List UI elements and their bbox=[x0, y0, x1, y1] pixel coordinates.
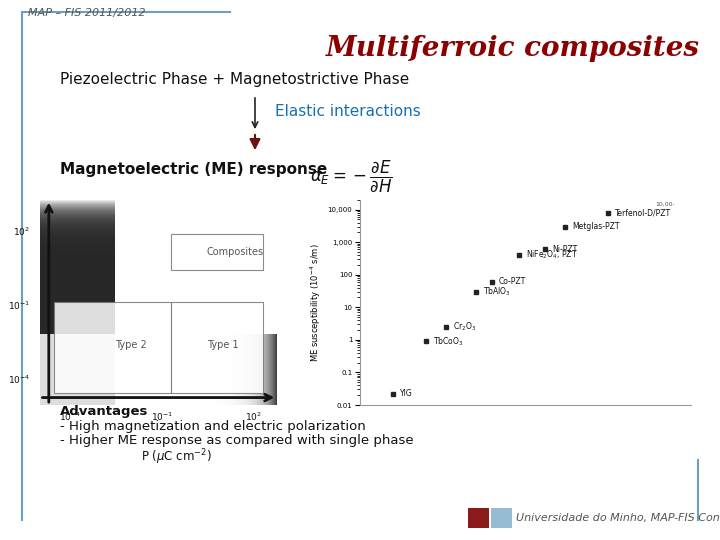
Text: Type 2: Type 2 bbox=[115, 340, 147, 350]
Text: M (emu cm$^{-3}$): M (emu cm$^{-3}$) bbox=[0, 241, 2, 321]
Text: Piezoelectric Phase + Magnetostrictive Phase: Piezoelectric Phase + Magnetostrictive P… bbox=[60, 72, 409, 87]
Text: - High magnetization and electric polarization: - High magnetization and electric polari… bbox=[60, 420, 366, 433]
Text: Composites: Composites bbox=[207, 247, 264, 256]
Text: $\alpha_E = -\dfrac{\partial E}{\partial H}$: $\alpha_E = -\dfrac{\partial E}{\partial… bbox=[310, 159, 392, 194]
Y-axis label: ME susceptibility (10$^{-4}$ s/m): ME susceptibility (10$^{-4}$ s/m) bbox=[309, 243, 323, 362]
Text: TbAlO$_3$: TbAlO$_3$ bbox=[482, 286, 510, 298]
Text: Magnetoelectric (ME) response: Magnetoelectric (ME) response bbox=[60, 162, 328, 177]
Text: NiFe$_2$O$_4$, PZT: NiFe$_2$O$_4$, PZT bbox=[526, 249, 577, 261]
Text: Terfenol-D/PZT: Terfenol-D/PZT bbox=[615, 208, 671, 217]
Text: $10^{2}$: $10^{2}$ bbox=[245, 410, 262, 423]
Text: Universidade do Minho, MAP-FIS Conf.: Universidade do Minho, MAP-FIS Conf. bbox=[516, 513, 720, 523]
Bar bbox=[171, 302, 263, 393]
Bar bbox=[491, 508, 512, 528]
Text: $10^{-4}$: $10^{-4}$ bbox=[59, 410, 81, 423]
Text: P ($\mu$C cm$^{-2}$): P ($\mu$C cm$^{-2}$) bbox=[141, 447, 212, 467]
Text: Type 1: Type 1 bbox=[207, 340, 238, 350]
Bar bbox=[54, 302, 171, 393]
Text: YIG: YIG bbox=[400, 389, 413, 399]
Text: $10^{-1}$: $10^{-1}$ bbox=[8, 300, 30, 312]
Text: MAP – FIS 2011/2012: MAP – FIS 2011/2012 bbox=[28, 8, 145, 18]
Text: - Higher ME response as compared with single phase: - Higher ME response as compared with si… bbox=[60, 434, 413, 447]
Text: Metglas-PZT: Metglas-PZT bbox=[572, 222, 619, 231]
Text: Advantages: Advantages bbox=[60, 405, 148, 418]
Bar bbox=[171, 234, 263, 269]
Text: Cr$_2$O$_3$: Cr$_2$O$_3$ bbox=[453, 321, 476, 333]
Text: Ni-PZT: Ni-PZT bbox=[552, 245, 577, 254]
Text: TbCoO$_3$: TbCoO$_3$ bbox=[433, 335, 464, 348]
Text: $10^{-4}$: $10^{-4}$ bbox=[8, 374, 30, 387]
Text: Multiferroic composites: Multiferroic composites bbox=[326, 35, 700, 62]
Bar bbox=[468, 508, 489, 528]
Text: Co-PZT: Co-PZT bbox=[499, 278, 526, 286]
Text: $10^{2}$: $10^{2}$ bbox=[14, 226, 30, 238]
Text: $10^{-1}$: $10^{-1}$ bbox=[150, 410, 173, 423]
Text: Elastic interactions: Elastic interactions bbox=[275, 105, 420, 119]
Text: 10,00-: 10,00- bbox=[655, 202, 675, 207]
